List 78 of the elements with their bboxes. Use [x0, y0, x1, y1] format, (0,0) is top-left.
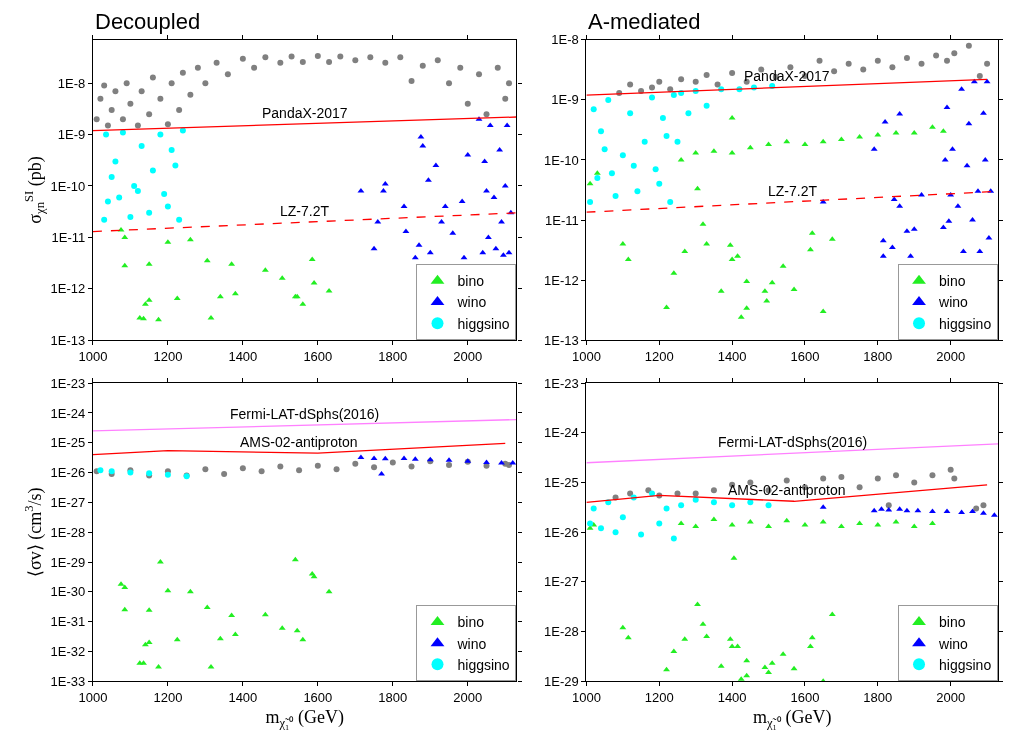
y-tick-label: 1E-30 [50, 584, 86, 600]
x-tick-label: 1600 [303, 690, 333, 706]
y-tick-label: 1E-12 [544, 272, 579, 288]
y-tick-label: 1E-26 [544, 524, 579, 540]
series-label: AMS-02-antiproton [240, 434, 358, 450]
y-tick-label: 1E-13 [50, 332, 86, 348]
y-tick-label: 1E-12 [50, 281, 86, 297]
y-tick-label: 1E-10 [50, 178, 86, 194]
y-tick-label: 1E-32 [50, 644, 86, 660]
y-tick-label: 1E-10 [544, 152, 579, 168]
legend-label: higgsino [457, 315, 510, 332]
x-tick-label: 1600 [790, 690, 820, 706]
x-tick-label: 1400 [717, 348, 747, 364]
y-tick-label: 1E-11 [544, 212, 579, 228]
x-tick-label: 2000 [453, 348, 483, 364]
x-tick-label: 1000 [78, 690, 108, 706]
y-tick-label: 1E-11 [51, 229, 86, 245]
legend-label: higgsino [939, 315, 992, 332]
legend-label: bino [457, 614, 485, 631]
series-label: Fermi-LAT-dSphs(2016) [230, 406, 380, 422]
y-tick-label: 1E-27 [50, 494, 86, 510]
y-tick-label: 1E-24 [50, 405, 86, 421]
y-tick-label: 1E-33 [50, 673, 86, 689]
y-tick-label: 1E-28 [50, 524, 86, 540]
x-tick-label: 1400 [717, 690, 747, 706]
x-tick-label: 2000 [453, 690, 483, 706]
x-tick-label: 2000 [936, 348, 966, 364]
x-tick-label: 1200 [153, 348, 183, 364]
x-tick-label: 2000 [936, 690, 966, 706]
y-tick-label: 1E-24 [544, 425, 579, 441]
y-tick-label: 1E-29 [50, 554, 86, 570]
series-label: PandaX-2017 [262, 105, 348, 121]
chart-title: A-mediated [588, 9, 701, 34]
y-tick-label: 1E-23 [50, 375, 86, 391]
x-tick-label: 1000 [78, 348, 108, 364]
y-tick-label: 1E-25 [50, 435, 86, 451]
y-tick-label: 1E-8 [57, 75, 86, 91]
legend-label: wino [938, 635, 969, 652]
x-tick-label: 1000 [571, 348, 601, 364]
legend-label: higgsino [939, 656, 992, 673]
chart-title: Decoupled [95, 9, 201, 34]
series-label: PandaX-2017 [744, 68, 830, 84]
y-tick-label: 1E-13 [544, 332, 579, 348]
x-axis-title: m$_{χ̃₁⁰}$ (GeV) [265, 707, 344, 730]
legend-label: wino [938, 294, 969, 311]
y-tick-label: 1E-9 [57, 127, 86, 143]
x-tick-label: 1600 [790, 348, 820, 364]
y-tick-label: 1E-23 [544, 375, 579, 391]
legend-label: wino [456, 635, 487, 652]
y-tick-label: 1E-8 [551, 32, 579, 48]
legend-label: wino [456, 294, 487, 311]
series-label: AMS-02-antiproton [728, 482, 846, 498]
y-tick-label: 1E-31 [50, 614, 86, 630]
legend-label: bino [939, 273, 966, 290]
y-tick-label: 1E-9 [551, 92, 579, 108]
legend-label: higgsino [457, 656, 510, 673]
x-tick-label: 1400 [228, 348, 258, 364]
y-tick-label: 1E-25 [544, 475, 579, 491]
x-tick-label: 1800 [863, 348, 893, 364]
x-axis-title: m$_{χ̃₁⁰}$ (GeV) [752, 707, 832, 730]
y-tick-label: 1E-27 [544, 574, 579, 590]
x-tick-label: 1200 [644, 348, 674, 364]
series-label: Fermi-LAT-dSphs(2016) [718, 434, 868, 450]
y-tick-label: 1E-29 [544, 673, 579, 689]
series-label: LZ-7.2T [280, 203, 330, 219]
legend-label: bino [939, 614, 966, 631]
x-tick-label: 1200 [644, 690, 674, 706]
x-tick-label: 1000 [571, 690, 601, 706]
x-tick-label: 1200 [153, 690, 183, 706]
x-tick-label: 1600 [303, 348, 333, 364]
series-label: LZ-7.2T [768, 183, 818, 199]
y-tick-label: 1E-28 [544, 624, 579, 640]
x-tick-label: 1800 [863, 690, 893, 706]
x-tick-label: 1400 [228, 690, 258, 706]
y-tick-label: 1E-26 [50, 465, 86, 481]
x-tick-label: 1800 [378, 690, 408, 706]
x-tick-label: 1800 [378, 348, 408, 364]
legend-label: bino [457, 273, 485, 290]
